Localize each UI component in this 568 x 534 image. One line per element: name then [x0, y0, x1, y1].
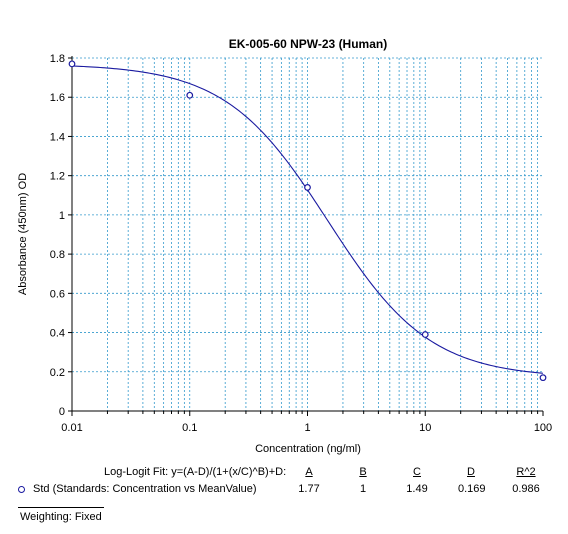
- data-points: [68, 60, 547, 382]
- value-b: 1: [359, 483, 367, 495]
- grid: [72, 57, 543, 411]
- value-r2: 0.986: [512, 483, 540, 495]
- axes: [68, 56, 544, 416]
- header-a: A: [305, 466, 313, 478]
- tick-labels: 0 0.2 0.4 0.6 0.8 1 1.2 1.4 1.6 1.8 0.01 0.1 1 10 100: [50, 53, 552, 434]
- value-d: 0.169: [458, 483, 486, 495]
- y-tick-label: 1.6: [50, 92, 65, 104]
- header-b: B: [359, 466, 367, 478]
- data-point: [421, 331, 429, 338]
- y-tick-label: 0.6: [50, 288, 65, 300]
- chart: EK-005-60 NPW-23 (Human) 0 0.2 0.4 0.6 0.8 1 1…: [17, 37, 552, 455]
- value-a: 1.77: [298, 483, 320, 495]
- fit-equation-label: Log-Logit Fit: y=(A-D)/(1+(x/C)^B)+D:: [104, 466, 287, 478]
- header-d: D: [467, 466, 475, 478]
- x-tick-label: 1: [304, 422, 310, 434]
- y-tick-label: 0.4: [50, 328, 65, 340]
- divider: [18, 507, 104, 508]
- y-tick-label: 1.4: [50, 131, 65, 143]
- data-point: [186, 91, 194, 99]
- x-tick-label: 0.1: [182, 422, 197, 434]
- y-tick-label: 0: [59, 406, 65, 418]
- data-point: [68, 60, 76, 68]
- y-axis-label: Absorbance (450nm) OD: [17, 173, 29, 295]
- y-tick-label: 1.2: [50, 171, 65, 183]
- value-c: 1.49: [406, 483, 428, 495]
- chart-title: EK-005-60 NPW-23 (Human): [229, 37, 387, 51]
- series-name: Std (Standards: Concentration vs MeanVal…: [33, 483, 257, 495]
- header-r2: R^2: [516, 466, 536, 478]
- header-c: C: [413, 466, 421, 478]
- weighting-label: Weighting: Fixed: [20, 511, 102, 523]
- x-tick-label: 100: [534, 422, 552, 434]
- x-tick-label: 0.01: [61, 422, 82, 434]
- x-axis-label: Concentration (ng/ml): [255, 443, 361, 455]
- y-tick-label: 1: [59, 210, 65, 222]
- y-tick-label: 1.8: [50, 53, 65, 65]
- y-tick-label: 0.8: [50, 249, 65, 261]
- data-point: [539, 374, 547, 382]
- y-tick-label: 0.2: [50, 367, 65, 379]
- series-marker-icon: [18, 486, 25, 493]
- x-tick-label: 10: [419, 422, 431, 434]
- data-point: [304, 184, 311, 191]
